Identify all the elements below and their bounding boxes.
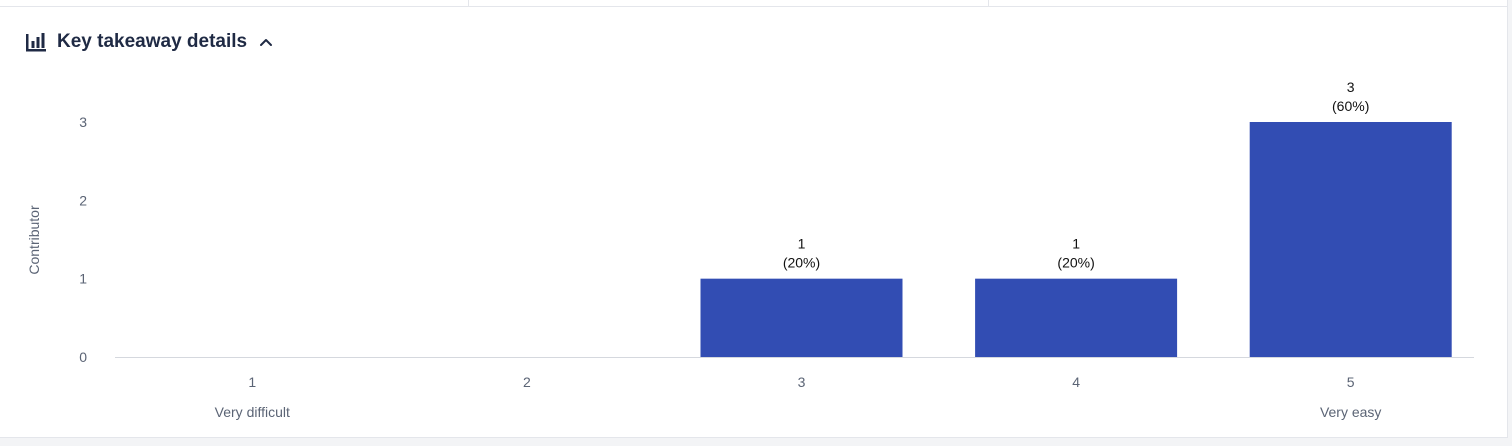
bar bbox=[1249, 122, 1452, 357]
key-takeaway-card: Key takeaway details Contributor 0 1 2 3 1 Ve… bbox=[0, 0, 1508, 438]
section-header: Key takeaway details bbox=[25, 28, 275, 56]
bar-value-label: 1 bbox=[798, 236, 806, 252]
divider bbox=[468, 0, 469, 6]
y-tick-label: 0 bbox=[79, 349, 87, 365]
x-category-sublabel: Very easy bbox=[1320, 404, 1381, 420]
section-title: Key takeaway details bbox=[57, 31, 248, 52]
bar-percent-label: (20%) bbox=[1057, 255, 1094, 271]
x-tick-label: 4 bbox=[1072, 374, 1080, 390]
bar-percent-label: (20%) bbox=[783, 255, 820, 271]
bar-value-label: 3 bbox=[1347, 79, 1355, 95]
y-tick-label: 2 bbox=[79, 192, 87, 208]
y-axis-label: Contributor bbox=[26, 205, 42, 275]
bar-chart: Contributor 0 1 2 3 1 Very difficult 2 1 (20%) 3 1… bbox=[26, 79, 1474, 420]
top-divider-strip bbox=[0, 0, 1508, 7]
y-tick-label: 1 bbox=[79, 271, 87, 287]
x-category-sublabel: Very difficult bbox=[215, 404, 290, 420]
bar-percent-label: (60%) bbox=[1332, 98, 1369, 114]
divider bbox=[988, 0, 989, 6]
chevron-up-icon bbox=[260, 39, 273, 46]
y-tick-label: 3 bbox=[79, 114, 87, 130]
bar bbox=[700, 278, 903, 357]
bar-value-label: 1 bbox=[1072, 236, 1080, 252]
collapse-toggle-button[interactable] bbox=[257, 33, 275, 51]
x-tick-label: 1 bbox=[248, 374, 256, 390]
x-tick-label: 2 bbox=[523, 374, 531, 390]
bar bbox=[975, 278, 1178, 357]
x-tick-label: 3 bbox=[798, 374, 806, 390]
bar-chart-icon bbox=[25, 31, 47, 53]
x-tick-label: 5 bbox=[1347, 374, 1355, 390]
